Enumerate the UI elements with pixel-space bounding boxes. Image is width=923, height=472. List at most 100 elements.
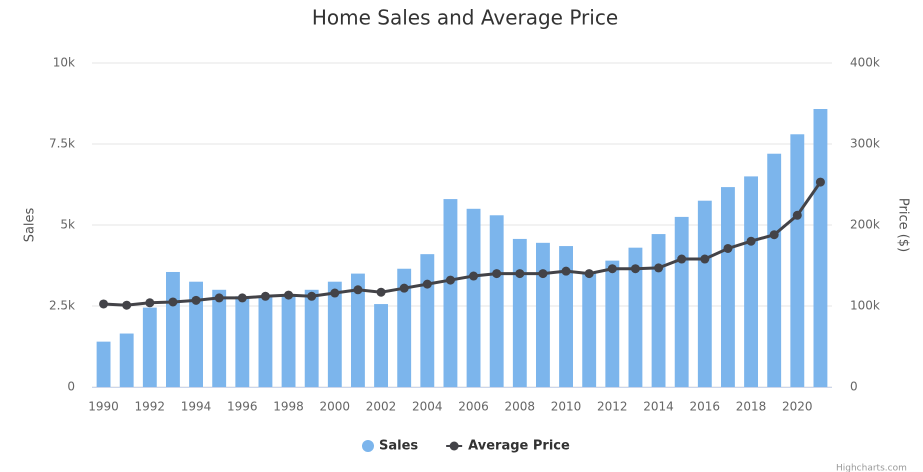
x-tick-label: 2004 bbox=[412, 400, 443, 414]
bar bbox=[674, 216, 689, 387]
marker bbox=[792, 210, 802, 220]
marker bbox=[260, 291, 270, 301]
bar bbox=[281, 294, 296, 387]
bar bbox=[96, 341, 111, 387]
marker bbox=[492, 269, 502, 279]
y2-tick-label: 100k bbox=[850, 299, 880, 313]
marker bbox=[746, 236, 756, 246]
x-tick-label: 2018 bbox=[736, 400, 767, 414]
bar bbox=[790, 134, 805, 387]
y-tick-label: 5k bbox=[60, 218, 75, 232]
y2-tick-label: 0 bbox=[850, 380, 858, 394]
bar bbox=[212, 289, 227, 387]
bar bbox=[651, 234, 666, 387]
marker bbox=[630, 264, 640, 274]
marker bbox=[376, 287, 386, 297]
bar bbox=[512, 238, 527, 387]
y-tick-label: 2.5k bbox=[49, 299, 75, 313]
marker bbox=[723, 243, 733, 253]
y2-tick-label: 400k bbox=[850, 56, 880, 70]
bar bbox=[536, 242, 550, 387]
marker bbox=[538, 269, 548, 279]
x-tick-label: 1998 bbox=[273, 400, 304, 414]
legend-label: Average Price bbox=[468, 439, 570, 454]
marker bbox=[654, 263, 664, 273]
bar bbox=[559, 246, 573, 387]
y-axis-title: Sales bbox=[23, 207, 38, 242]
marker bbox=[469, 271, 479, 281]
marker bbox=[214, 293, 224, 303]
bar bbox=[304, 289, 319, 387]
marker bbox=[584, 269, 594, 279]
x-tick-label: 1994 bbox=[181, 400, 212, 414]
bar bbox=[721, 187, 735, 387]
marker bbox=[122, 300, 132, 310]
marker bbox=[145, 298, 155, 308]
bar bbox=[351, 273, 365, 387]
marker bbox=[237, 293, 247, 303]
marker bbox=[607, 264, 617, 274]
bar bbox=[628, 247, 643, 387]
legend-label: Sales bbox=[379, 439, 418, 454]
bar bbox=[582, 271, 597, 387]
y2-tick-label: 300k bbox=[850, 137, 880, 151]
chart-title: Home Sales and Average Price bbox=[312, 6, 618, 30]
y2-axis-title: Price ($) bbox=[896, 198, 911, 252]
marker bbox=[422, 279, 432, 289]
bar bbox=[189, 281, 203, 387]
marker bbox=[99, 299, 109, 309]
marker bbox=[191, 295, 201, 305]
x-tick-label: 2012 bbox=[597, 400, 628, 414]
bar bbox=[258, 296, 273, 387]
bar bbox=[374, 304, 388, 387]
bar bbox=[697, 200, 712, 387]
bar bbox=[166, 271, 180, 387]
bar bbox=[119, 333, 134, 387]
x-tick-label: 2000 bbox=[320, 400, 351, 414]
marker bbox=[399, 283, 409, 293]
x-tick-label: 1990 bbox=[88, 400, 119, 414]
bar bbox=[744, 176, 758, 387]
marker bbox=[284, 290, 294, 300]
x-tick-label: 1996 bbox=[227, 400, 258, 414]
bar bbox=[813, 109, 828, 388]
bar bbox=[397, 268, 412, 387]
y2-tick-label: 200k bbox=[850, 218, 880, 232]
x-tick-label: 2020 bbox=[782, 400, 813, 414]
x-tick-label: 2006 bbox=[458, 400, 489, 414]
x-tick-label: 2008 bbox=[505, 400, 536, 414]
bar bbox=[443, 199, 458, 387]
line bbox=[103, 181, 822, 307]
marker bbox=[307, 291, 317, 301]
marker bbox=[330, 288, 340, 298]
bar bbox=[327, 281, 342, 387]
marker bbox=[677, 254, 687, 264]
x-tick-label: 2010 bbox=[551, 400, 582, 414]
marker bbox=[353, 285, 363, 295]
marker bbox=[445, 275, 455, 285]
bar bbox=[489, 215, 504, 387]
x-tick-label: 2002 bbox=[366, 400, 397, 414]
legend-symbol bbox=[449, 441, 459, 451]
legend-symbol bbox=[362, 440, 374, 452]
marker bbox=[815, 177, 825, 187]
bar bbox=[605, 260, 620, 387]
y-tick-label: 10k bbox=[53, 56, 75, 70]
bar bbox=[420, 254, 435, 387]
marker bbox=[561, 266, 571, 276]
marker bbox=[700, 254, 710, 264]
y-tick-label: 7.5k bbox=[49, 137, 75, 151]
marker bbox=[769, 230, 779, 240]
credits: Highcharts.com bbox=[836, 464, 907, 472]
marker bbox=[168, 297, 178, 307]
y-tick-label: 0 bbox=[67, 380, 75, 394]
bar bbox=[466, 208, 481, 387]
x-tick-label: 2014 bbox=[643, 400, 674, 414]
bar bbox=[142, 307, 157, 387]
x-tick-label: 1992 bbox=[135, 400, 166, 414]
marker bbox=[515, 269, 525, 279]
x-tick-label: 2016 bbox=[690, 400, 721, 414]
bar bbox=[767, 153, 782, 387]
bar bbox=[235, 296, 250, 387]
